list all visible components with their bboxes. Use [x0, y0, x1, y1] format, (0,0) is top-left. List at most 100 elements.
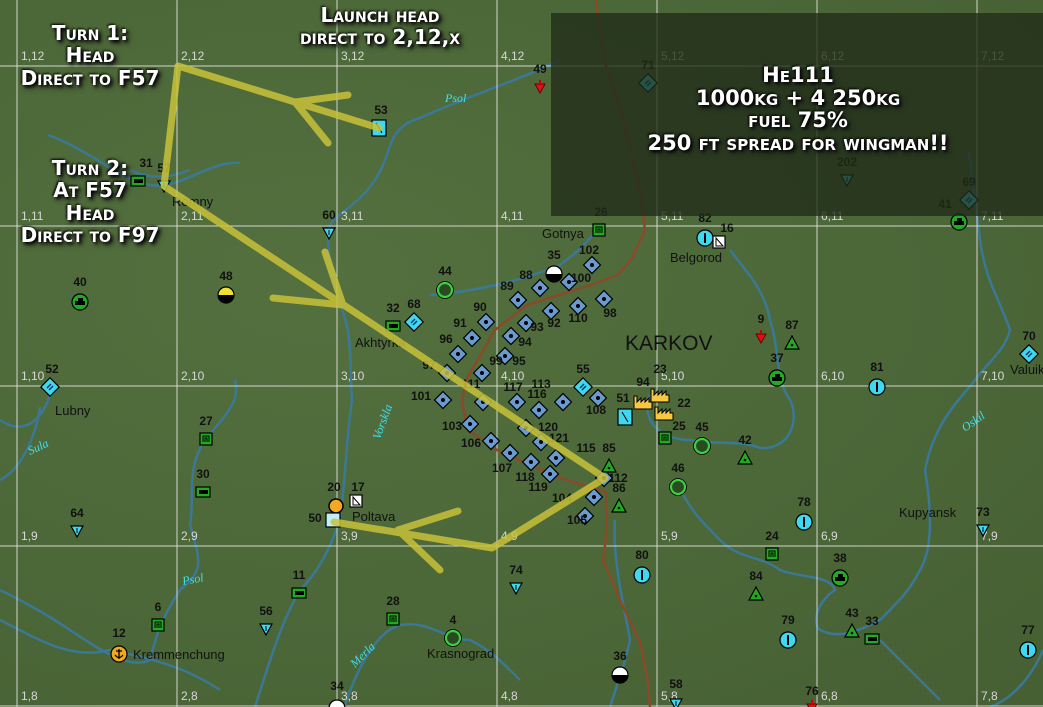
map-marker-airfield[interactable]: 89 [500, 279, 528, 310]
map-marker-airfield[interactable]: 119 [528, 464, 560, 494]
map-marker-red-pin[interactable]: 9 [755, 312, 767, 345]
map-marker-cyan-circle[interactable]: 81 [868, 360, 886, 396]
map-marker-airfield[interactable]: 90 [473, 300, 496, 332]
map-marker-tank[interactable]: 38 [831, 551, 849, 587]
map-marker-airfield[interactable]: 115 [546, 441, 596, 468]
map-marker-airfield[interactable]: 110 [568, 296, 588, 325]
map-marker-tank[interactable]: 37 [768, 351, 786, 387]
map-marker-airfield[interactable]: 107 [492, 443, 520, 475]
map-marker-cyan-square[interactable]: 51 [616, 391, 633, 426]
marker-label: 36 [613, 649, 627, 663]
map-marker-anchor[interactable]: 12 [110, 626, 128, 663]
truck-icon [130, 175, 146, 187]
grid-label: 1,10 [21, 369, 45, 383]
map-marker-airfield[interactable]: 106 [461, 431, 501, 451]
map-marker-depot[interactable]: 24 [765, 529, 779, 561]
map-marker-half-circle-yellow[interactable]: 48 [217, 269, 235, 304]
airfield-icon [582, 255, 602, 275]
map-marker-tank[interactable]: 40 [71, 275, 89, 311]
map-marker-truck[interactable]: 31 [130, 156, 153, 187]
map-marker-inv-triangle[interactable]: 60 [321, 208, 337, 241]
river-label: Vorskla [370, 402, 395, 441]
map-marker-half-circle[interactable]: 35 [545, 248, 563, 283]
map-marker-inv-triangle[interactable]: 58 [668, 677, 684, 707]
map-marker-airfield[interactable]: 93 [516, 313, 544, 334]
map-marker-red-pin[interactable]: 49 [533, 62, 547, 95]
map-marker-airfield[interactable]: 88 [519, 268, 550, 298]
map-marker-inv-triangle[interactable]: 64 [69, 506, 85, 539]
map-marker-airfield[interactable]: 91 [453, 316, 482, 348]
map-marker-cyan-diamond[interactable]: 52 [39, 362, 61, 398]
map-marker-triangle[interactable]: 84 [747, 569, 765, 601]
map-marker-cyan-circle[interactable]: 78 [795, 495, 813, 531]
map-marker-airfield[interactable]: 118 [515, 452, 541, 484]
green-ring-icon [436, 281, 454, 299]
map-marker-airfield[interactable]: 113 [531, 377, 573, 412]
map-marker-truck[interactable]: 30 [195, 467, 211, 498]
map-marker-airfield[interactable]: 108 [586, 388, 608, 417]
map-marker-factory[interactable]: 23 [650, 362, 670, 403]
map-marker-cyan-circle[interactable]: 77 [1019, 623, 1037, 659]
map-marker-airfield[interactable]: 95 [495, 346, 526, 368]
map-marker-factory[interactable]: 22 [654, 396, 691, 421]
map-marker-green-ring[interactable]: 45 [693, 420, 711, 455]
orange-circle-icon [328, 498, 344, 514]
cyan-diamond-icon [1018, 343, 1040, 365]
river-label: Psol [180, 570, 205, 588]
grid-label: 2,8 [181, 689, 198, 703]
map-marker-depot[interactable]: 27 [199, 414, 213, 446]
map-marker-white-square[interactable]: 17 [349, 480, 365, 508]
map-marker-cyan-circle[interactable]: 82 [696, 211, 714, 247]
map-marker-cyan-circle[interactable]: 79 [779, 613, 797, 649]
map-marker-green-ring[interactable]: 44 [436, 264, 454, 299]
map-marker-airfield[interactable]: 94 [501, 326, 532, 349]
map-marker-half-circle[interactable]: 34 [328, 679, 346, 707]
map-marker-triangle[interactable]: 87 [783, 318, 801, 350]
map-marker-cyan-diamond[interactable]: 68 [403, 297, 425, 333]
map-marker-airfield[interactable]: 116 [527, 387, 549, 420]
map-marker-triangle[interactable]: 86 [610, 481, 628, 513]
map-marker-depot[interactable]: 6 [151, 600, 165, 632]
map-marker-green-ring[interactable]: 4 [444, 613, 462, 647]
marker-label: 68 [407, 297, 421, 311]
map-marker-factory[interactable]: 94 [633, 375, 653, 410]
map-marker-airfield[interactable]: 101 [411, 389, 453, 410]
map-marker-truck[interactable]: 11 [291, 568, 307, 599]
map-marker-airfield[interactable]: 99 [472, 354, 503, 383]
map-marker-inv-triangle[interactable]: 73 [975, 505, 991, 538]
map-marker-white-square[interactable]: 16 [712, 221, 734, 249]
map-marker-inv-triangle[interactable]: 56 [258, 604, 274, 637]
map-marker-airfield[interactable]: 117 [503, 380, 527, 412]
map-marker-half-circle[interactable]: 36 [611, 649, 629, 684]
airfield-icon [575, 506, 595, 526]
marker-label: 49 [533, 62, 547, 76]
map-marker-green-ring[interactable]: 46 [669, 461, 687, 496]
note-line: At F57 [53, 178, 127, 203]
map-marker-cyan-diamond[interactable]: 70 [1018, 329, 1040, 365]
red-pin-icon [534, 80, 546, 95]
map-marker-airfield[interactable]: 103 [442, 414, 480, 434]
map-marker-airfield[interactable]: 96 [439, 332, 468, 364]
map-marker-airfield[interactable]: 102 [579, 243, 602, 275]
map-marker-airfield[interactable]: 92 [541, 301, 561, 330]
map-marker-triangle[interactable]: 43 [843, 606, 861, 638]
map-marker-depot[interactable]: 28 [386, 594, 400, 626]
marker-label: 24 [765, 529, 779, 543]
map-marker-depot[interactable]: 25 [658, 419, 686, 445]
map-marker-airfield[interactable]: 98 [594, 289, 617, 320]
map-marker-red-pin[interactable]: 76 [805, 684, 819, 707]
map-marker-truck[interactable]: 32 [385, 301, 401, 332]
marker-label: 60 [322, 208, 336, 222]
map-marker-triangle[interactable]: 42 [736, 433, 754, 465]
marker-label: 11 [293, 568, 306, 582]
map-marker-truck[interactable]: 33 [864, 614, 880, 645]
map-marker-cyan-diamond[interactable]: 55 [572, 362, 594, 398]
note-line: Launch head [320, 3, 440, 27]
map-marker-cyan-circle[interactable]: 80 [633, 548, 651, 584]
map-marker-triangle[interactable]: 85 [600, 441, 618, 473]
map-marker-inv-triangle[interactable]: 74 [508, 563, 524, 596]
map-marker-airfield[interactable]: 100 [559, 271, 592, 292]
map-marker-orange-circle[interactable]: 20 [327, 480, 344, 514]
map-marker-airfield[interactable]: 105 [567, 506, 595, 527]
